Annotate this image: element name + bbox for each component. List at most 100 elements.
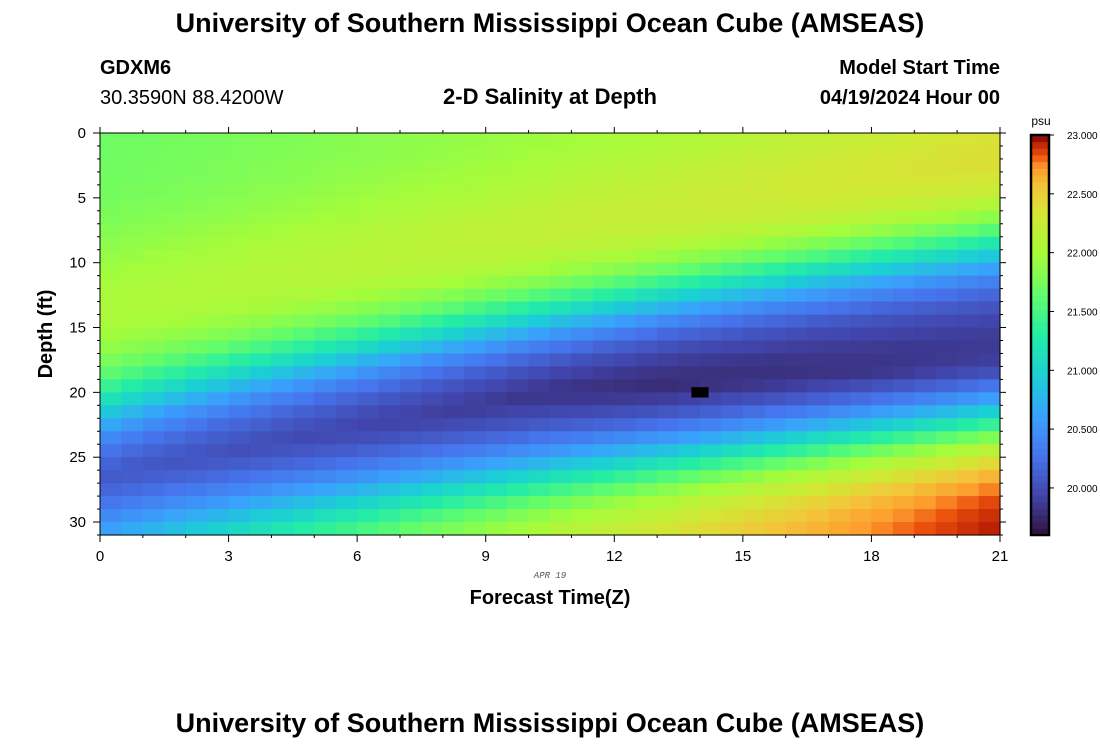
heatmap-cell (421, 288, 444, 303)
heatmap-cell (721, 262, 744, 277)
heatmap-cell (164, 197, 187, 212)
heatmap-cell (314, 223, 337, 238)
heatmap-cell (550, 483, 573, 497)
heatmap-cell (700, 133, 723, 147)
heatmap-cell (635, 249, 658, 264)
heatmap-cell (742, 431, 765, 445)
colorbar-band (1031, 261, 1049, 269)
heatmap-cell (314, 275, 337, 290)
heatmap-cell (185, 133, 208, 147)
heatmap-cell (400, 210, 423, 225)
heatmap-cell (250, 483, 273, 497)
heatmap-cell (164, 392, 187, 406)
heatmap-cell (592, 470, 615, 484)
heatmap-cell (464, 457, 487, 471)
heatmap-cell (614, 288, 637, 303)
heatmap-cell (442, 392, 465, 406)
heatmap-cell (271, 262, 294, 277)
heatmap-cell (207, 249, 230, 264)
heatmap-cell (185, 470, 208, 484)
heatmap-cell (228, 431, 251, 445)
colorbar-band (1031, 275, 1049, 283)
heatmap-cell (250, 133, 273, 147)
heatmap-cell (378, 262, 401, 277)
heatmap-cell (400, 184, 423, 199)
heatmap-cell (764, 483, 787, 497)
heatmap-cell (357, 171, 380, 186)
heatmap-cell (807, 405, 830, 419)
heatmap-cell (164, 249, 187, 264)
heatmap-cell (357, 418, 380, 432)
heatmap-cell (828, 327, 851, 342)
heatmap-cell (571, 158, 594, 173)
colorbar-band (1031, 208, 1049, 216)
heatmap-cell (785, 236, 808, 251)
heatmap-cell (764, 431, 787, 445)
heatmap-cell (357, 133, 380, 147)
heatmap-cell (592, 392, 615, 406)
heatmap-cell (185, 158, 208, 173)
heatmap-cell (250, 366, 273, 380)
heatmap-cell (721, 431, 744, 445)
heatmap-cell (721, 314, 744, 329)
heatmap-cell (742, 418, 765, 432)
heatmap-cell (271, 197, 294, 212)
heatmap-cell (935, 275, 958, 290)
heatmap-cell (421, 496, 444, 510)
heatmap-cell (185, 366, 208, 380)
heatmap-cell (142, 236, 165, 251)
heatmap-cell (678, 249, 701, 264)
heatmap-cell (721, 353, 744, 368)
heatmap-cell (635, 392, 658, 406)
colorbar-band (1031, 141, 1049, 149)
heatmap-cell (507, 470, 530, 484)
y-tick-label: 5 (78, 190, 86, 207)
heatmap-cell (528, 288, 551, 303)
heatmap-cell (550, 353, 573, 368)
heatmap-cell (871, 483, 894, 497)
heatmap-cell (100, 470, 123, 484)
heatmap-cell (657, 158, 680, 173)
heatmap-cell (357, 314, 380, 329)
heatmap-cell (335, 431, 358, 445)
heatmap-cell (935, 353, 958, 368)
heatmap-cell (742, 210, 765, 225)
heatmap-cell (121, 236, 144, 251)
heatmap-cell (378, 275, 401, 290)
heatmap-cell (571, 133, 594, 147)
heatmap-cell (892, 210, 915, 225)
heatmap-cell (892, 379, 915, 393)
heatmap-cell (764, 327, 787, 342)
heatmap-cell (464, 483, 487, 497)
heatmap-cell (464, 327, 487, 342)
heatmap-cell (400, 457, 423, 471)
heatmap-cell (421, 184, 444, 199)
heatmap-cell (207, 366, 230, 380)
heatmap-cell (271, 158, 294, 173)
heatmap-cell (292, 340, 315, 355)
heatmap-cell (528, 249, 551, 264)
heatmap-cell (378, 133, 401, 147)
heatmap-cell (121, 340, 144, 355)
heatmap-cell (592, 171, 615, 186)
heatmap-cell (871, 353, 894, 368)
heatmap-cell (164, 314, 187, 329)
heatmap-cell (657, 353, 680, 368)
colorbar-band (1031, 348, 1049, 356)
heatmap-cell (871, 275, 894, 290)
heatmap-cell (228, 353, 251, 368)
heatmap-cell (207, 522, 230, 536)
heatmap-cell (957, 262, 980, 277)
heatmap-cell (721, 184, 744, 199)
heatmap-cell (614, 171, 637, 186)
heatmap-cell (785, 379, 808, 393)
heatmap-cell (271, 223, 294, 238)
heatmap-cell (121, 405, 144, 419)
heatmap-cell (228, 327, 251, 342)
heatmap-cell (228, 522, 251, 536)
heatmap-cell (700, 184, 723, 199)
heatmap-cell (357, 392, 380, 406)
heatmap-cell (292, 522, 315, 536)
x-tick-label: 6 (353, 548, 361, 565)
heatmap-cell (828, 470, 851, 484)
